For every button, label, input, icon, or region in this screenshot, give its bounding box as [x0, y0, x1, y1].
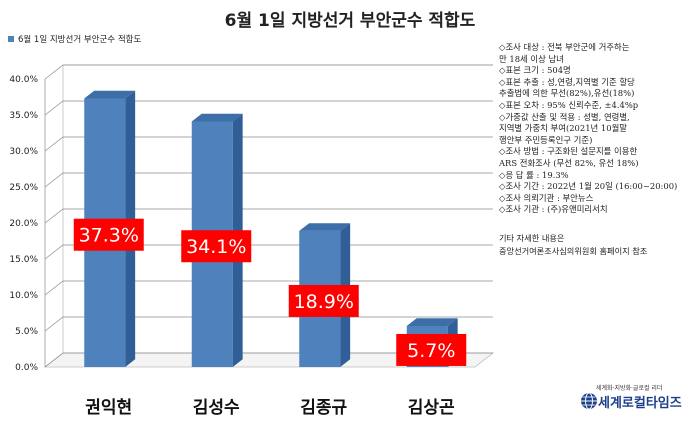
x-category-label: 김상곤 [408, 398, 455, 418]
y-tick-label: 40.0% [9, 75, 38, 85]
extra-note-line: 중앙선거여론조사심의위원회 홈페이지 참조 [499, 246, 648, 256]
data-labels: 37.3% 34.1% 18.9% 5.7% [73, 218, 467, 366]
gridline [44, 208, 493, 224]
bar-top [84, 90, 136, 99]
bar-top [406, 318, 458, 326]
note-line: ◇조사 의뢰기관 : 부안뉴스 [499, 192, 594, 203]
globe-icon [581, 392, 597, 410]
note-line: ARS 전화조사 (무선 82%, 유선 18%) [499, 157, 639, 168]
data-label: 5.7% [396, 333, 467, 366]
y-tick-label: 25.0% [9, 183, 38, 193]
gridline [44, 100, 493, 116]
note-line: ◇가중값 산출 및 적용 : 성별, 연령별, [499, 111, 630, 122]
data-label-box [181, 230, 252, 263]
data-label-box [288, 284, 359, 317]
data-label: 34.1% [181, 230, 252, 263]
legend: 6월 1일 지방선거 부안군수 적합도 [8, 34, 141, 45]
data-label-text: 34.1% [186, 236, 246, 258]
publisher-logo: 세계화·지방화·글로컬 리더 세계로컬타임즈 [576, 383, 700, 419]
y-axis-ticks: 0.0% 5.0% 10.0% 15.0% 20.0% 25.0% 30.0% 35.0% 40… [9, 75, 38, 373]
logo-name: 세계로컬타임즈 [598, 396, 682, 411]
bar-top [191, 113, 243, 122]
y-tick-label: 35.0% [9, 111, 38, 121]
data-label-text: 18.9% [294, 291, 354, 313]
y-tick-label: 0.0% [15, 363, 38, 373]
x-axis-categories: 권익현 김성수 김종규 김상곤 [85, 398, 455, 418]
legend-label: 6월 1일 지방선거 부안군수 적합도 [18, 34, 141, 45]
extra-note-line: 기타 자세한 내용은 [499, 233, 565, 243]
note-line: ◇표본 추출 : 성,연령,지역별 기준 할당 [499, 76, 635, 87]
data-label-text: 5.7% [407, 340, 455, 362]
gridline [44, 172, 493, 188]
y-tick-label: 10.0% [9, 291, 38, 301]
data-label-text: 37.3% [79, 225, 139, 247]
y-tick-label: 20.0% [9, 219, 38, 229]
x-category-label: 김성수 [193, 398, 240, 418]
note-line: 만 18세 이상 남녀 [499, 53, 564, 64]
data-label-box [73, 218, 144, 251]
data-label: 18.9% [288, 284, 359, 317]
note-line: ◇표본 오차 : 95% 신뢰수준, ±4.4%p [499, 99, 639, 110]
logo-tagline: 세계화·지방화·글로컬 리더 [596, 385, 663, 392]
chart-title: 6월 1일 지방선거 부안군수 적합도 [225, 10, 476, 31]
extra-notes: 기타 자세한 내용은 중앙선거여론조사심의위원회 홈페이지 참조 [499, 232, 697, 258]
x-category-label: 권익현 [85, 398, 132, 418]
note-line: ◇조사 기관 : (주)유앤미리서치 [499, 204, 608, 215]
note-line: 행안부 주민등록인구 기준) [499, 134, 593, 145]
y-tick-label: 30.0% [9, 147, 38, 157]
note-line: ◇응 답 률 : 19.3% [499, 169, 569, 180]
legend-swatch [8, 36, 14, 42]
survey-notes: ◇조사 대상 : 전북 부안군에 거주하는 만 18세 이상 남녀 ◇표본 크기… [499, 42, 697, 216]
note-line: ◇조사 대상 : 전북 부안군에 거주하는 [499, 42, 630, 52]
x-category-label: 김종규 [300, 398, 347, 418]
bar-top [299, 223, 351, 231]
note-line: ◇조사 방법 : 구조화된 설문지를 이용한 [499, 146, 638, 157]
note-line: ◇조사 기간 : 2022년 1월 20일 (16:00~20:00) [499, 181, 678, 192]
gridline [44, 136, 493, 152]
y-tick-label: 15.0% [9, 255, 38, 265]
note-line: 지역별 가중치 부여(2021년 10월말 [499, 123, 627, 134]
gridline [44, 64, 493, 80]
y-tick-label: 5.0% [15, 327, 38, 337]
note-line: 추출법에 의한 무선(82%),유선(18%) [499, 88, 635, 99]
data-label-box [396, 333, 467, 366]
note-line: ◇표본 크기 : 504명 [499, 65, 571, 76]
data-label: 37.3% [73, 218, 144, 251]
